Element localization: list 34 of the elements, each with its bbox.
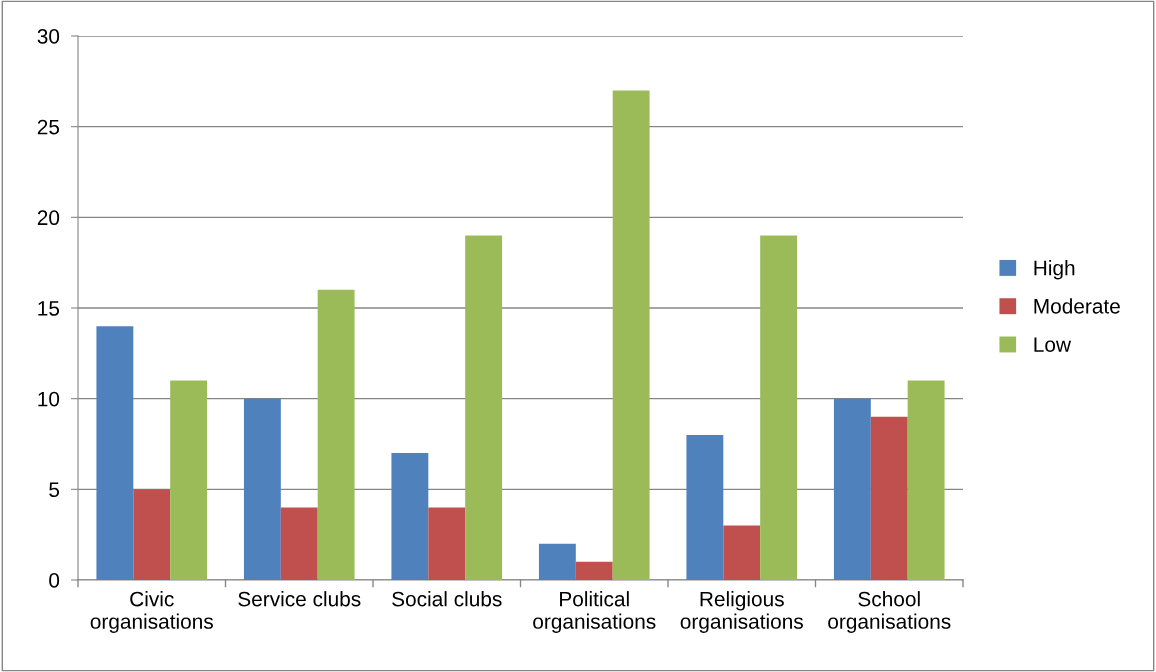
y-tick-label: 0 [49, 573, 60, 588]
x-tick-label: Political organisations [533, 591, 656, 633]
x-tick-label: Religious organisations [680, 591, 803, 633]
x-tick-label: Service clubs [238, 591, 361, 607]
bar [280, 507, 318, 580]
bar [243, 398, 281, 580]
y-tick-label: 5 [49, 482, 60, 498]
bar [907, 380, 945, 580]
legend-label: Low [1034, 337, 1072, 352]
bar [760, 235, 798, 580]
bar [723, 525, 761, 580]
bar [96, 326, 134, 580]
legend-label: High [1034, 260, 1075, 280]
bar [538, 543, 576, 580]
legend-label: Moderate [1034, 298, 1120, 314]
y-tick-label: 10 [38, 391, 60, 407]
bar [870, 416, 908, 580]
bar [170, 380, 208, 580]
x-tick-label: School organisations [828, 591, 951, 633]
x-tick-label: Civic organisations [90, 591, 213, 633]
bar [833, 398, 871, 580]
bar [428, 507, 466, 580]
bar [686, 434, 724, 580]
x-tick-label: Social clubs [392, 591, 502, 607]
bar [612, 90, 650, 580]
bar [317, 289, 355, 580]
bar [391, 453, 429, 580]
y-tick-label: 15 [38, 301, 60, 316]
bar [465, 235, 503, 580]
y-tick-label: 25 [37, 119, 60, 135]
y-tick-label: 20 [37, 210, 60, 226]
y-tick-label: 30 [37, 29, 60, 44]
bar [575, 561, 613, 580]
bar [133, 489, 171, 580]
